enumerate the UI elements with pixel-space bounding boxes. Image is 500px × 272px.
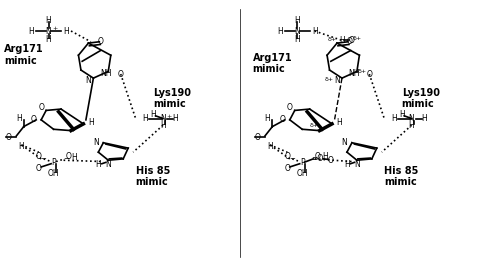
Text: H: H xyxy=(336,118,342,127)
Text: N: N xyxy=(408,114,414,123)
Text: H: H xyxy=(96,160,101,169)
Text: δ+: δ+ xyxy=(310,123,319,128)
Text: H: H xyxy=(312,26,318,36)
Text: N: N xyxy=(46,26,52,36)
Text: Lys190
mimic: Lys190 mimic xyxy=(402,88,440,109)
Text: N: N xyxy=(86,76,91,85)
Text: H: H xyxy=(408,121,414,130)
Text: H: H xyxy=(72,153,78,162)
Text: H: H xyxy=(421,114,427,123)
Text: O: O xyxy=(36,152,42,161)
Text: NH: NH xyxy=(348,69,360,78)
Text: N: N xyxy=(354,160,360,169)
Text: =O: =O xyxy=(311,154,324,163)
Text: P: P xyxy=(52,158,56,168)
Text: O: O xyxy=(38,103,44,112)
Text: O: O xyxy=(328,156,334,165)
Text: O: O xyxy=(284,164,290,173)
Text: H: H xyxy=(322,153,328,162)
Text: N: N xyxy=(334,76,340,85)
Text: −: − xyxy=(40,156,46,162)
Text: δ+: δ+ xyxy=(325,77,334,82)
Text: His 85
mimic: His 85 mimic xyxy=(384,166,418,187)
Text: O: O xyxy=(31,115,36,124)
Text: O: O xyxy=(366,70,372,79)
Text: −: − xyxy=(63,156,69,162)
Text: O: O xyxy=(36,164,42,173)
Text: δ+: δ+ xyxy=(358,69,366,74)
Text: H: H xyxy=(63,26,69,36)
Text: OH: OH xyxy=(48,169,60,178)
Text: O: O xyxy=(349,36,355,45)
Text: O: O xyxy=(280,115,285,124)
Text: N: N xyxy=(160,114,166,123)
Text: O: O xyxy=(98,37,104,46)
Text: O: O xyxy=(66,152,71,161)
Text: P: P xyxy=(300,158,304,168)
Text: His 85
mimic: His 85 mimic xyxy=(136,166,170,187)
Text: N: N xyxy=(294,26,300,36)
Text: H: H xyxy=(46,16,52,25)
Text: +: + xyxy=(52,26,58,31)
Text: H: H xyxy=(294,16,300,25)
Text: O: O xyxy=(118,70,124,79)
Text: O: O xyxy=(346,37,352,46)
Text: Lys190
mimic: Lys190 mimic xyxy=(153,88,191,109)
Text: H: H xyxy=(160,121,166,130)
Text: H: H xyxy=(344,160,350,169)
Text: H: H xyxy=(294,35,300,44)
Text: OH: OH xyxy=(296,169,308,178)
Text: N: N xyxy=(93,138,98,147)
Text: δ+: δ+ xyxy=(352,36,362,41)
Text: H: H xyxy=(267,142,273,151)
Text: H: H xyxy=(88,118,94,127)
Text: H: H xyxy=(150,110,156,119)
Text: δ+: δ+ xyxy=(328,36,336,42)
Text: O: O xyxy=(284,152,290,161)
Text: H: H xyxy=(16,114,22,123)
Text: H: H xyxy=(28,26,34,36)
Text: N: N xyxy=(342,138,347,147)
Text: H: H xyxy=(399,110,404,119)
Text: H: H xyxy=(46,35,52,44)
Text: O: O xyxy=(287,103,292,112)
Text: H: H xyxy=(18,142,24,151)
Text: H: H xyxy=(264,114,270,123)
Text: H: H xyxy=(172,114,178,123)
Text: Arg171
mimic: Arg171 mimic xyxy=(4,44,43,66)
Text: H: H xyxy=(392,114,397,123)
Text: H: H xyxy=(339,36,345,45)
Text: O: O xyxy=(314,152,320,161)
Text: O: O xyxy=(6,133,12,142)
Text: Arg171
mimic: Arg171 mimic xyxy=(252,52,292,74)
Text: H: H xyxy=(277,26,282,36)
Text: H: H xyxy=(142,114,148,123)
Text: N: N xyxy=(106,160,111,169)
Text: NH: NH xyxy=(100,69,112,78)
Text: −: − xyxy=(290,156,295,162)
Text: O: O xyxy=(254,133,260,142)
Text: +: + xyxy=(167,114,172,119)
